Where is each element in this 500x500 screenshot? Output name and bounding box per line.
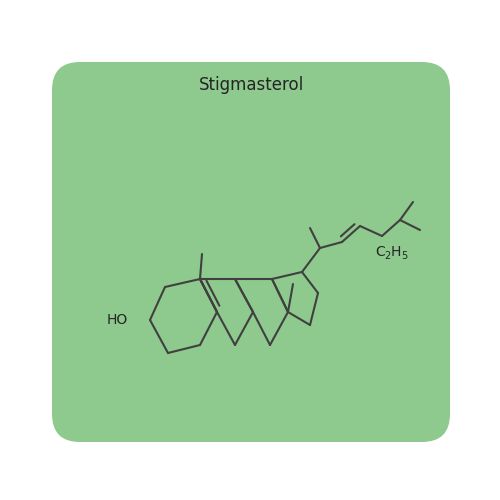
Text: Stigmasterol: Stigmasterol xyxy=(200,76,304,94)
FancyBboxPatch shape xyxy=(52,62,450,442)
Text: 2: 2 xyxy=(384,251,390,261)
Text: 5: 5 xyxy=(401,251,407,261)
Text: H: H xyxy=(391,245,402,259)
Text: HO: HO xyxy=(107,313,128,327)
Text: C: C xyxy=(375,245,385,259)
